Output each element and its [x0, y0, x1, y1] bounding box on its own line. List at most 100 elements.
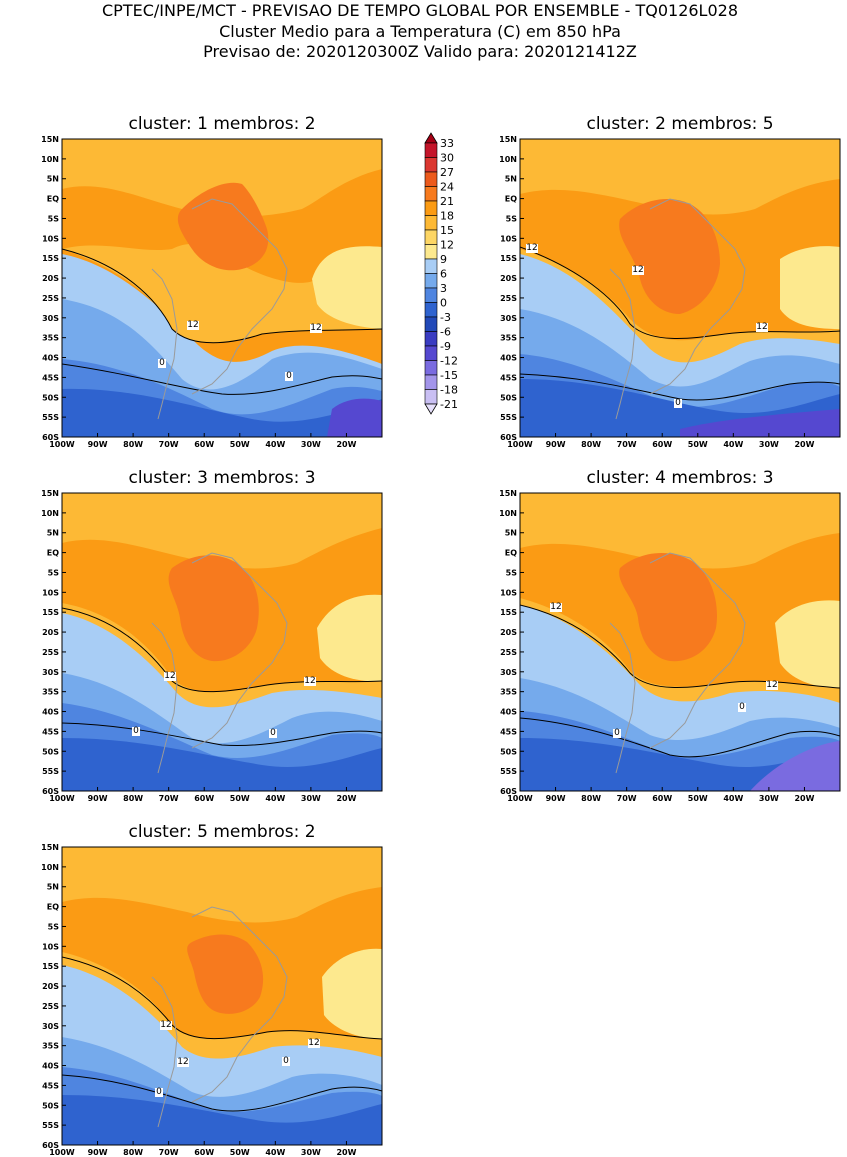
lat-tick-label: 30S: [500, 314, 517, 323]
lon-tick-label: 20W: [336, 1148, 356, 1157]
lat-tick-label: 5S: [506, 214, 518, 223]
field-fill: [62, 1095, 382, 1145]
lat-tick-label: 15N: [499, 489, 517, 498]
panel-title: cluster: 2 membros: 5: [586, 114, 773, 134]
lon-tick-label: 30W: [301, 794, 321, 803]
lon-tick-label: 70W: [159, 794, 179, 803]
lat-tick-label: 35S: [42, 334, 59, 343]
field-layer: 12 12 0 0: [62, 139, 382, 437]
lat-tick-label: EQ: [505, 549, 517, 558]
map-frame: [519, 138, 841, 438]
contour-label: 0: [675, 398, 681, 408]
lat-tick-label: 55S: [42, 413, 59, 422]
lat-tick-label: 35S: [42, 688, 59, 697]
lat-tick-label: 25S: [42, 648, 59, 657]
lon-tick-label: 100W: [49, 794, 75, 803]
lat-tick-label: 60S: [500, 433, 517, 442]
colorbar-label: -15: [440, 369, 458, 382]
field-fill: [62, 388, 382, 437]
lat-tick-label: 10S: [500, 588, 517, 597]
colorbar-label: -21: [440, 398, 458, 411]
contour-label-box: [674, 399, 682, 408]
lat-tick-label: 15N: [41, 135, 59, 144]
contour-label-box: [756, 323, 768, 332]
lon-tick-label: 50W: [688, 794, 708, 803]
lon-tick-label: 60W: [652, 440, 672, 449]
lat-tick-label: 5S: [506, 568, 518, 577]
lat-tick-label: 20S: [500, 274, 517, 283]
lon-tick-label: 90W: [546, 440, 566, 449]
lon-tick-label: 40W: [265, 794, 285, 803]
contour-label-box: [310, 324, 322, 333]
map-panel: cluster: 1 membros: 2 12 12 0 0: [41, 114, 383, 449]
field-fill: [750, 741, 840, 791]
colorbar-label: 6: [440, 268, 447, 281]
lat-tick-label: 10S: [500, 234, 517, 243]
lon-tick-label: 30W: [759, 440, 779, 449]
field-layer: 12 12 12 0: [520, 139, 840, 437]
field-fill: [62, 493, 382, 569]
lat-tick-label: 30S: [42, 314, 59, 323]
lon-tick-label: 60W: [652, 794, 672, 803]
lon-tick-label: 80W: [123, 794, 143, 803]
lat-tick-label: 50S: [500, 393, 517, 402]
colorbar-swatch: [424, 229, 438, 245]
contour-label-box: [738, 703, 746, 712]
lat-tick-label: 45S: [42, 727, 59, 736]
lon-tick-label: 50W: [230, 440, 250, 449]
lat-tick-label: 30S: [42, 1022, 59, 1031]
contour-label: 12: [632, 265, 643, 275]
lon-tick-label: 30W: [759, 794, 779, 803]
lon-tick-label: 80W: [581, 794, 601, 803]
field-fill: [62, 847, 382, 923]
field-fill: [780, 246, 840, 329]
contour-label-box: [164, 672, 176, 681]
panel-title: cluster: 5 membros: 2: [128, 822, 315, 842]
lat-tick-label: 10N: [41, 863, 59, 872]
lon-tick-label: 100W: [49, 1148, 75, 1157]
field-fill: [62, 738, 382, 791]
contour-label-box: [308, 1039, 320, 1048]
lat-tick-label: 35S: [42, 1042, 59, 1051]
colorbar-max-arrow: [424, 132, 438, 144]
lat-tick-label: 10N: [41, 155, 59, 164]
contour-label-box: [155, 1088, 163, 1097]
contour-label-box: [132, 727, 140, 736]
contour-label-box: [613, 729, 621, 738]
coastline: [609, 552, 746, 774]
lat-tick-label: 5N: [47, 175, 59, 184]
lon-tick-label: 20W: [794, 794, 814, 803]
contour-label: 0: [156, 1087, 162, 1097]
contour-label: 12: [160, 1020, 171, 1030]
lat-tick-label: 40S: [42, 708, 59, 717]
panel-title: cluster: 3 membros: 3: [128, 468, 315, 488]
lon-tick-label: 60W: [194, 440, 214, 449]
colorbar-label: -9: [440, 340, 451, 353]
contour-label: 0: [133, 726, 139, 736]
lat-axis: 15N 10N 5N EQ 5S 10S 15S 20S 25S 30S 35S 40S 45S 50S 5…: [41, 135, 66, 442]
field-fill: [312, 246, 382, 329]
contour-label-box: [187, 321, 199, 330]
colorbar-swatch: [424, 215, 438, 231]
lat-tick-label: 20S: [42, 274, 59, 283]
lat-tick-label: 40S: [42, 1062, 59, 1071]
colorbar-swatch: [424, 171, 438, 187]
contour-label: 0: [270, 728, 276, 738]
lat-tick-label: 60S: [500, 787, 517, 796]
lat-tick-label: 25S: [42, 294, 59, 303]
lat-tick-label: 35S: [500, 688, 517, 697]
field-fill: [520, 493, 840, 569]
lon-tick-label: 30W: [301, 1148, 321, 1157]
field-fill: [62, 139, 382, 217]
lon-axis: 100W 90W 80W 70W 60W 50W 40W 30W 20W: [49, 1141, 357, 1157]
lat-tick-label: 5N: [47, 883, 59, 892]
lat-tick-label: 50S: [500, 747, 517, 756]
map-panel: cluster: 3 membros: 3 12 12 0 0 15N 10N 5N…: [41, 468, 383, 803]
field-layer: 12 12 12 0 0: [62, 847, 382, 1145]
lat-tick-label: 10N: [41, 509, 59, 518]
contour-label-box: [550, 603, 562, 612]
lat-tick-label: 45S: [42, 1081, 59, 1090]
panel-title: cluster: 1 membros: 2: [128, 114, 315, 134]
lat-tick-label: 35S: [500, 334, 517, 343]
lat-tick-label: 20S: [500, 628, 517, 637]
